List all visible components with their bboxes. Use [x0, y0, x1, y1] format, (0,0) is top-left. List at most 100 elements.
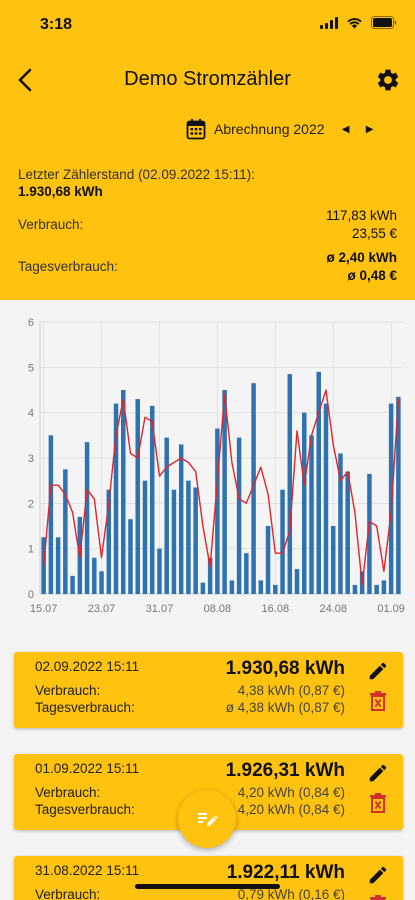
- chart-bar: [280, 489, 285, 594]
- card-consumption-label: Verbrauch:: [35, 887, 101, 900]
- chart-bar: [149, 405, 155, 594]
- wifi-icon: [347, 17, 362, 28]
- y-tick-label: 4: [28, 408, 34, 420]
- next-period-button[interactable]: ▶: [365, 123, 374, 135]
- chart-bar: [323, 403, 329, 594]
- daily-consumption-label: Tagesverbrauch:: [18, 259, 118, 274]
- card-daily-label: Tagesverbrauch:: [35, 700, 135, 715]
- card-consumption-value: 0,79 kWh (0,16 €): [237, 887, 345, 900]
- y-tick-label: 2: [28, 498, 34, 510]
- x-tick-label: 23.07: [88, 603, 116, 615]
- last-reading-value: 1.930,68 kWh: [18, 184, 103, 199]
- chart-bar: [63, 469, 68, 594]
- reading-value: 1.930,68 kWh: [225, 658, 345, 679]
- chart-bar: [374, 584, 379, 594]
- back-arrow-icon[interactable]: [12, 64, 40, 96]
- chart-bar: [338, 453, 343, 594]
- chart-bar: [84, 442, 90, 594]
- chart-bar: [99, 571, 104, 594]
- chart-bar: [273, 584, 278, 594]
- x-tick-label: 08.08: [204, 603, 232, 615]
- delete-icon[interactable]: [369, 792, 387, 814]
- chart-bar: [121, 390, 126, 594]
- chart-svg: 0 1 2 3 4 5 6 15.07 23.07 31.07 08.08 16.08 24.08 01.…: [28, 317, 405, 615]
- cellular-signal-icon: [320, 16, 338, 29]
- card-consumption-label: Verbrauch:: [35, 683, 101, 698]
- period-selector: Abrechnung 2022 ◀ ▶: [186, 116, 377, 142]
- x-tick-label: 16.08: [262, 603, 290, 615]
- chart-bar: [309, 435, 314, 594]
- y-tick-label: 6: [28, 317, 34, 329]
- add-reading-button[interactable]: [178, 790, 236, 848]
- chart-bar: [207, 557, 213, 594]
- chart-bar: [193, 487, 198, 594]
- chart-bar: [222, 390, 227, 594]
- chart-bar: [55, 537, 61, 594]
- chart-bar: [128, 519, 133, 594]
- y-tick-label: 5: [28, 362, 34, 374]
- chart-bar: [381, 580, 387, 594]
- chart-bar: [352, 584, 358, 594]
- edit-pencil-icon[interactable]: [367, 762, 389, 784]
- chart-bar: [302, 412, 307, 594]
- chart-trend-line: [42, 389, 400, 586]
- chart-bar: [171, 489, 177, 594]
- chart-bar: [164, 437, 169, 594]
- edit-note-icon: [198, 813, 218, 826]
- chart-bar: [48, 435, 54, 594]
- chart-bar: [106, 489, 112, 594]
- chart-bar: [388, 403, 394, 594]
- delete-icon[interactable]: [369, 690, 387, 712]
- chart-bar: [251, 383, 256, 594]
- chart-bar: [330, 526, 336, 594]
- chart-bar: [157, 548, 162, 594]
- delete-icon[interactable]: [369, 894, 387, 900]
- chart-bar: [265, 526, 271, 594]
- chart-bar: [113, 403, 119, 594]
- chart-bar: [258, 580, 264, 594]
- chart-bar: [236, 437, 242, 594]
- reading-date: 02.09.2022 15:11: [35, 659, 140, 674]
- previous-period-button[interactable]: ◀: [341, 123, 350, 135]
- y-tick-label: 1: [28, 544, 34, 556]
- app-header: 3:18 Demo Stromzähler: [0, 0, 415, 300]
- reading-value: 1.922,11 kWh: [226, 862, 345, 883]
- card-consumption-label: Verbrauch:: [35, 785, 101, 800]
- gear-icon[interactable]: [375, 67, 401, 93]
- card-consumption-value: 4,38 kWh (0,87 €): [237, 683, 345, 698]
- card-daily-value: ø 4,20 kWh (0,84 €): [225, 802, 345, 817]
- card-daily-value: ø 4,38 kWh (0,87 €): [225, 700, 345, 715]
- chart-bar: [345, 471, 350, 594]
- card-consumption-value: 4,20 kWh (0,84 €): [237, 785, 345, 800]
- consumption-label: Verbrauch:: [18, 217, 84, 232]
- status-time: 3:18: [40, 16, 73, 33]
- chart-bar: [287, 374, 293, 594]
- chart-bar: [294, 569, 300, 594]
- status-icons: [320, 16, 397, 29]
- chart-bar: [244, 553, 249, 594]
- last-reading-label: Letzter Zählerstand (02.09.2022 15:11):: [18, 167, 255, 182]
- chart-bar: [229, 580, 235, 594]
- chart-bar: [135, 399, 140, 594]
- x-tick-label: 24.08: [319, 603, 347, 615]
- chart-bar: [70, 575, 75, 594]
- chart-bar: [200, 582, 206, 594]
- consumption-chart: 0 1 2 3 4 5 6 15.07 23.07 31.07 08.08 16.08 24.08 01.…: [0, 310, 415, 620]
- period-label[interactable]: Abrechnung 2022: [214, 121, 325, 137]
- reading-card[interactable]: 02.09.2022 15:11 1.930,68 kWh Verbrauch: 4,…: [14, 652, 403, 728]
- consumption-kwh: 117,83 kWh: [325, 208, 397, 223]
- y-tick-label: 3: [28, 453, 34, 465]
- chart-bar: [186, 480, 191, 594]
- reading-card[interactable]: 31.08.2022 15:11 1.922,11 kWh Verbrauch: 0,…: [14, 856, 403, 900]
- edit-pencil-icon[interactable]: [367, 660, 389, 682]
- chart-bar: [396, 396, 401, 594]
- chart-bar: [316, 371, 321, 594]
- x-tick-label: 01.09: [377, 603, 405, 615]
- edit-pencil-icon[interactable]: [367, 864, 389, 886]
- status-bar: 3:18: [0, 0, 415, 52]
- chart-bar: [215, 428, 220, 594]
- reading-date: 31.08.2022 15:11: [35, 863, 140, 878]
- chart-bar: [367, 473, 372, 594]
- calendar-icon[interactable]: [186, 118, 206, 140]
- chart-bar: [92, 557, 97, 594]
